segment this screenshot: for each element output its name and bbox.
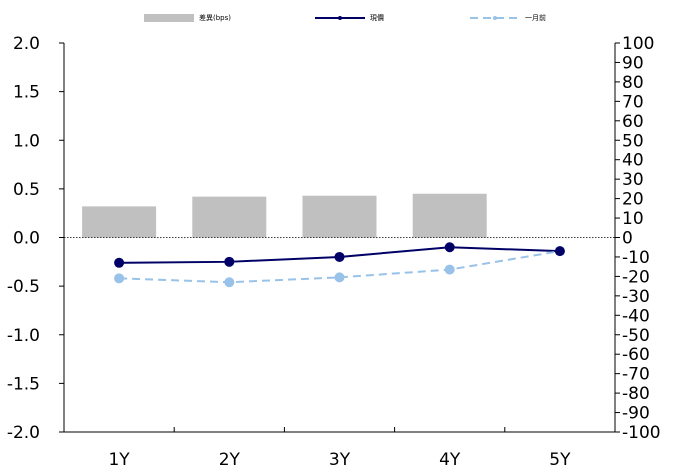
right-tick-label: -70 [622,365,650,385]
left-tick-label: 2.0 [13,34,40,54]
legend-swatch-marker [493,16,497,20]
line-一月前 [119,250,561,284]
legend-label-bar: 差異(bps) [199,13,231,22]
right-tick-label: -10 [622,248,650,268]
left-tick-label: -1.5 [7,374,40,394]
legend: 差異(bps) 現價 一月前 [144,13,546,22]
right-tick-label: -40 [622,306,650,326]
x-tick-label-5Y: 5Y [549,450,571,470]
left-tick-label: -0.5 [7,277,40,297]
point-現價-5Y [554,246,565,257]
legend-swatch-bar [144,14,194,22]
legend-swatch-marker [338,16,342,20]
bar-series [82,193,487,238]
right-tick-label: 100 [622,34,654,54]
right-tick-label: -80 [622,384,650,404]
point-一月前-1Y [114,273,125,284]
right-tick-label: -60 [622,345,650,365]
right-tick-label: -90 [622,404,650,424]
point-現價-4Y [444,242,455,253]
bar-3Y [302,195,377,238]
right-tick-label: 70 [622,92,644,112]
right-tick-label: 60 [622,112,644,132]
right-tick-label: -100 [622,423,661,443]
right-tick-label: 50 [622,131,644,151]
left-tick-label: 0.0 [13,229,40,249]
right-axis-ticks: 1009080706050403020100-10-20-30-40-50-60… [615,34,661,443]
left-tick-label: 1.5 [13,83,40,103]
right-tick-label: 10 [622,209,644,229]
x-axis-ticks: 1Y 2Y 3Y 4Y 5Y [108,450,571,470]
x-tick-label-3Y: 3Y [329,450,351,470]
point-一月前-3Y [334,272,345,283]
right-tick-label: -50 [622,326,650,346]
right-tick-label: 90 [622,53,644,73]
left-axis-ticks: 2.0 1.5 1.0 0.5 0.0 -0.5 -1.0 -1.5 -2.0 [7,34,64,443]
legend-label-line: 一月前 [525,13,546,22]
left-tick-label: -1.0 [7,326,40,346]
right-tick-label: 30 [622,170,644,190]
left-tick-label: 0.5 [13,180,40,200]
right-tick-label: 20 [622,190,644,210]
bar-4Y [412,193,487,238]
point-現價-1Y [114,257,125,268]
x-tick-label-1Y: 1Y [108,450,130,470]
bar-2Y [192,196,267,238]
line-series [114,242,565,288]
right-tick-label: -20 [622,267,650,287]
left-tick-label: 1.0 [13,131,40,151]
legend-label-line: 現價 [370,13,384,22]
point-現價-3Y [334,251,345,262]
bar-1Y [82,206,157,238]
point-現價-2Y [224,256,235,267]
right-tick-label: -30 [622,287,650,307]
right-tick-label: 80 [622,73,644,93]
x-tick-label-4Y: 4Y [439,450,461,470]
x-tick-label-2Y: 2Y [219,450,241,470]
right-tick-label: 0 [622,229,633,249]
point-一月前-2Y [224,277,235,288]
right-tick-label: 40 [622,151,644,171]
point-一月前-4Y [444,264,455,275]
left-tick-label: -2.0 [7,423,40,443]
